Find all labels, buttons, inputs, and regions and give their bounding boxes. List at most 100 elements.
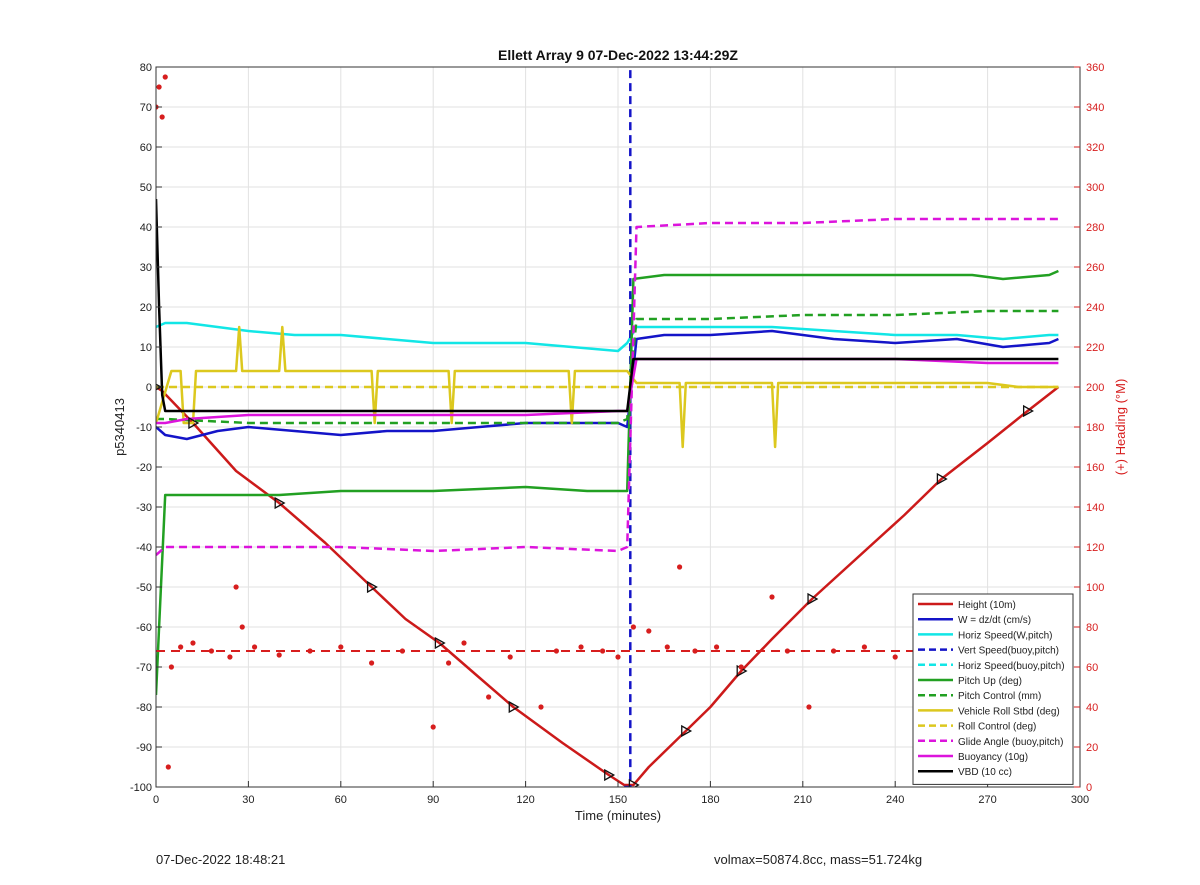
y2-tick-label: 180 bbox=[1086, 422, 1104, 434]
footer-timestamp: 07-Dec-2022 18:48:21 bbox=[156, 852, 286, 867]
heading-point bbox=[578, 644, 584, 650]
height-marker bbox=[188, 416, 200, 430]
axes: 0 30 60 90 120 150 180 210 240 270 300-100-90-80-7… bbox=[130, 62, 1104, 806]
x-tick-label: 270 bbox=[978, 794, 996, 806]
y-tick-label: 60 bbox=[140, 142, 152, 154]
y2-tick-label: 300 bbox=[1086, 182, 1104, 194]
height-marker bbox=[434, 636, 446, 650]
y-tick-label: -90 bbox=[136, 742, 152, 754]
height-marker bbox=[936, 472, 948, 486]
heading-point bbox=[784, 648, 791, 654]
series-line bbox=[156, 325, 1059, 449]
y-tick-label: -10 bbox=[136, 422, 152, 434]
height-marker bbox=[807, 592, 819, 606]
series-line bbox=[156, 357, 1059, 425]
y-tick-label: -70 bbox=[136, 662, 152, 674]
heading-point bbox=[892, 654, 898, 660]
heading-point bbox=[507, 654, 513, 660]
y-tick-label: -50 bbox=[136, 582, 152, 594]
legend: Height (10m) W = dz/dt (cm/s) Horiz Speed(… bbox=[912, 593, 1074, 785]
heading-point bbox=[430, 724, 436, 730]
series-line bbox=[156, 198, 1059, 413]
height-marker bbox=[681, 724, 693, 738]
y-tick-label: 10 bbox=[140, 342, 152, 354]
heading-point bbox=[251, 644, 258, 650]
x-tick-label: 120 bbox=[516, 794, 534, 806]
heading-point bbox=[190, 640, 196, 646]
heading-point bbox=[159, 114, 165, 120]
heading-point bbox=[208, 648, 215, 654]
y2-axis-label: (+) Heading (°M) bbox=[1113, 379, 1128, 476]
heading-point bbox=[307, 648, 313, 654]
x-tick-label: 0 bbox=[153, 794, 159, 806]
y2-tick-label: 140 bbox=[1086, 502, 1104, 514]
heading-point bbox=[831, 648, 837, 654]
x-axis-label: Time (minutes) bbox=[575, 808, 661, 823]
heading-point bbox=[806, 704, 812, 710]
height-marker bbox=[274, 496, 286, 510]
heading-point bbox=[486, 694, 492, 700]
heading-point bbox=[165, 764, 171, 770]
legend-label: Horiz Speed(buoy,pitch) bbox=[958, 661, 1065, 672]
series-line bbox=[156, 385, 1060, 787]
legend-label: Horiz Speed(W,pitch) bbox=[958, 630, 1052, 641]
heading-point bbox=[600, 648, 606, 654]
y2-tick-label: 320 bbox=[1086, 142, 1104, 154]
legend-label: VBD (10 cc) bbox=[958, 767, 1012, 778]
legend-box bbox=[912, 593, 1074, 785]
y2-tick-label: 40 bbox=[1086, 702, 1098, 714]
legend-label: Glide Angle (buoy,pitch) bbox=[958, 737, 1063, 748]
heading-point bbox=[664, 644, 670, 650]
y-tick-label: -100 bbox=[130, 782, 152, 794]
heading-point bbox=[713, 644, 720, 650]
y2-tick-label: 260 bbox=[1086, 262, 1104, 274]
y2-tick-label: 200 bbox=[1086, 382, 1104, 394]
y-axis-label: p5340413 bbox=[112, 398, 127, 456]
x-tick-label: 180 bbox=[701, 794, 719, 806]
height-marker bbox=[628, 778, 640, 787]
y2-tick-label: 280 bbox=[1086, 222, 1104, 234]
height-marker bbox=[508, 700, 520, 714]
y-tick-label: 50 bbox=[140, 182, 152, 194]
heading-point bbox=[538, 704, 544, 710]
y-tick-label: -20 bbox=[136, 462, 152, 474]
y-tick-label: -60 bbox=[136, 622, 152, 634]
heading-point bbox=[738, 664, 744, 670]
heading-point bbox=[338, 644, 344, 650]
x-tick-label: 300 bbox=[1071, 794, 1089, 806]
heading-point bbox=[615, 654, 621, 660]
series-line bbox=[156, 321, 1059, 353]
heading-point bbox=[769, 594, 775, 600]
legend-label: Buoyancy (10g) bbox=[958, 752, 1028, 763]
series-line bbox=[156, 309, 1059, 425]
heading-point bbox=[276, 652, 282, 658]
heading-point bbox=[692, 648, 698, 654]
y-tick-label: -30 bbox=[136, 502, 152, 514]
y-tick-label: 30 bbox=[140, 262, 152, 274]
height-marker bbox=[1022, 404, 1034, 418]
x-tick-label: 30 bbox=[242, 794, 254, 806]
series-line bbox=[156, 269, 1059, 696]
y-tick-label: -40 bbox=[136, 542, 152, 554]
heading-point bbox=[369, 660, 375, 666]
x-tick-label: 60 bbox=[335, 794, 347, 806]
height-marker bbox=[604, 768, 616, 782]
heading-point bbox=[178, 644, 184, 650]
heading-point bbox=[861, 644, 868, 650]
x-tick-label: 150 bbox=[609, 794, 627, 806]
y2-tick-label: 220 bbox=[1086, 342, 1104, 354]
heading-point bbox=[630, 624, 637, 630]
y2-tick-label: 60 bbox=[1086, 662, 1098, 674]
heading-point bbox=[646, 628, 652, 634]
chart-title: Ellett Array 9 07-Dec-2022 13:44:29Z bbox=[498, 47, 738, 63]
heading-point bbox=[399, 648, 405, 654]
series-line bbox=[156, 217, 1059, 556]
legend-label: Pitch Up (deg) bbox=[958, 676, 1022, 687]
y-tick-label: 0 bbox=[146, 382, 152, 394]
heading-point bbox=[233, 584, 239, 590]
legend-label: W = dz/dt (cm/s) bbox=[958, 615, 1031, 626]
y2-tick-label: 80 bbox=[1086, 622, 1098, 634]
footer-volmax-mass: volmax=50874.8cc, mass=51.724kg bbox=[714, 852, 923, 867]
heading-point bbox=[239, 624, 245, 630]
